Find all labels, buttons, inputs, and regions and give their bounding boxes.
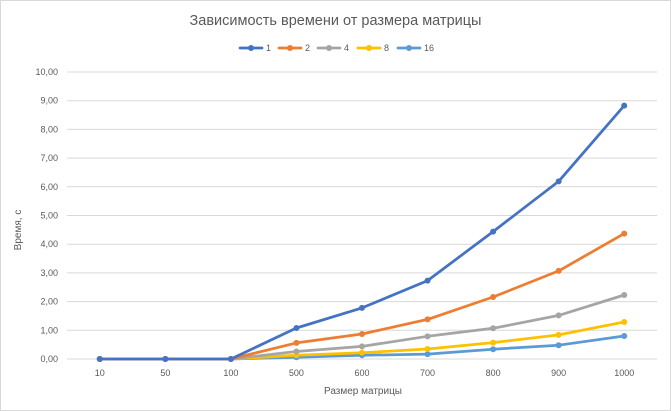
data-point	[490, 294, 497, 301]
legend: 1 2 4 8 16	[238, 43, 434, 53]
x-tick-label: 500	[289, 368, 304, 378]
data-point	[621, 102, 628, 109]
data-point	[621, 230, 628, 237]
series-1	[96, 102, 628, 362]
x-tick-label: 10	[95, 368, 105, 378]
data-point	[424, 316, 431, 323]
legend-label: 1	[266, 43, 271, 53]
chart-title: Зависимость времени от размера матрицы	[190, 13, 482, 29]
legend-item: 8	[356, 43, 389, 53]
data-point	[359, 304, 365, 311]
data-point	[424, 333, 431, 340]
data-point	[293, 325, 300, 332]
y-tick-label: 1,00	[40, 325, 58, 335]
data-point	[424, 345, 431, 352]
legend-swatch-marker	[326, 45, 332, 51]
data-point	[621, 333, 628, 340]
x-tick-label: 600	[354, 368, 369, 378]
x-axis-title: Размер матрицы	[324, 386, 402, 397]
series-layer	[96, 102, 628, 362]
data-point	[490, 346, 497, 353]
data-point	[555, 331, 562, 338]
legend-swatch-marker	[287, 45, 293, 51]
data-point	[293, 339, 300, 346]
data-point	[424, 277, 431, 284]
legend-label: 16	[424, 43, 434, 53]
legend-label: 8	[384, 43, 389, 53]
data-point	[293, 348, 300, 355]
data-point	[359, 331, 365, 338]
data-point	[227, 356, 234, 362]
series-line	[98, 232, 626, 361]
legend-item: 2	[277, 43, 310, 53]
data-point	[490, 325, 497, 332]
legend-item: 16	[396, 43, 434, 53]
series-8	[96, 318, 628, 362]
series-2	[96, 230, 628, 362]
x-tick-label: 700	[420, 368, 435, 378]
data-point	[490, 339, 497, 346]
data-point	[555, 267, 562, 274]
legend-swatch-marker	[406, 45, 412, 51]
y-tick-label: 9,00	[40, 96, 58, 106]
x-tick-label: 50	[160, 368, 170, 378]
y-tick-label: 6,00	[40, 182, 58, 192]
x-tick-label: 900	[551, 368, 566, 378]
y-tick-label: 5,00	[40, 211, 58, 221]
gridlines	[67, 71, 657, 331]
data-point	[162, 356, 169, 362]
data-point	[621, 318, 628, 325]
data-point	[490, 228, 497, 235]
data-point	[555, 312, 562, 319]
y-tick-label: 10,00	[35, 67, 58, 77]
y-axis-ticks: 0,00 1,00 2,00 3,00 4,00 5,00 6,00 7,00 8,00 9,00…	[35, 67, 58, 364]
x-tick-label: 800	[486, 368, 501, 378]
y-tick-label: 8,00	[40, 124, 58, 134]
legend-swatch-marker	[248, 45, 254, 51]
legend-swatch-marker	[366, 45, 372, 51]
x-axis-ticks: 10 50 100 500 600 700 800 900 1000	[95, 368, 634, 378]
y-tick-label: 2,00	[40, 297, 58, 307]
data-point	[555, 342, 562, 349]
data-point	[359, 343, 365, 350]
data-point	[96, 356, 103, 362]
y-tick-label: 0,00	[40, 354, 58, 364]
legend-item: 4	[316, 43, 349, 53]
x-tick-label: 100	[223, 368, 238, 378]
legend-item: 1	[238, 43, 271, 53]
data-point	[621, 291, 628, 298]
y-axis-title: Время, с	[13, 210, 24, 251]
y-tick-label: 4,00	[40, 239, 58, 249]
y-tick-label: 7,00	[40, 153, 58, 163]
x-tick-label: 1000	[614, 368, 634, 378]
series-line	[98, 104, 626, 361]
data-point	[359, 349, 365, 356]
series-line	[98, 293, 626, 361]
data-point	[424, 351, 431, 358]
legend-label: 4	[344, 43, 349, 53]
y-tick-label: 3,00	[40, 268, 58, 278]
data-point	[555, 178, 562, 185]
legend-label: 2	[305, 43, 310, 53]
